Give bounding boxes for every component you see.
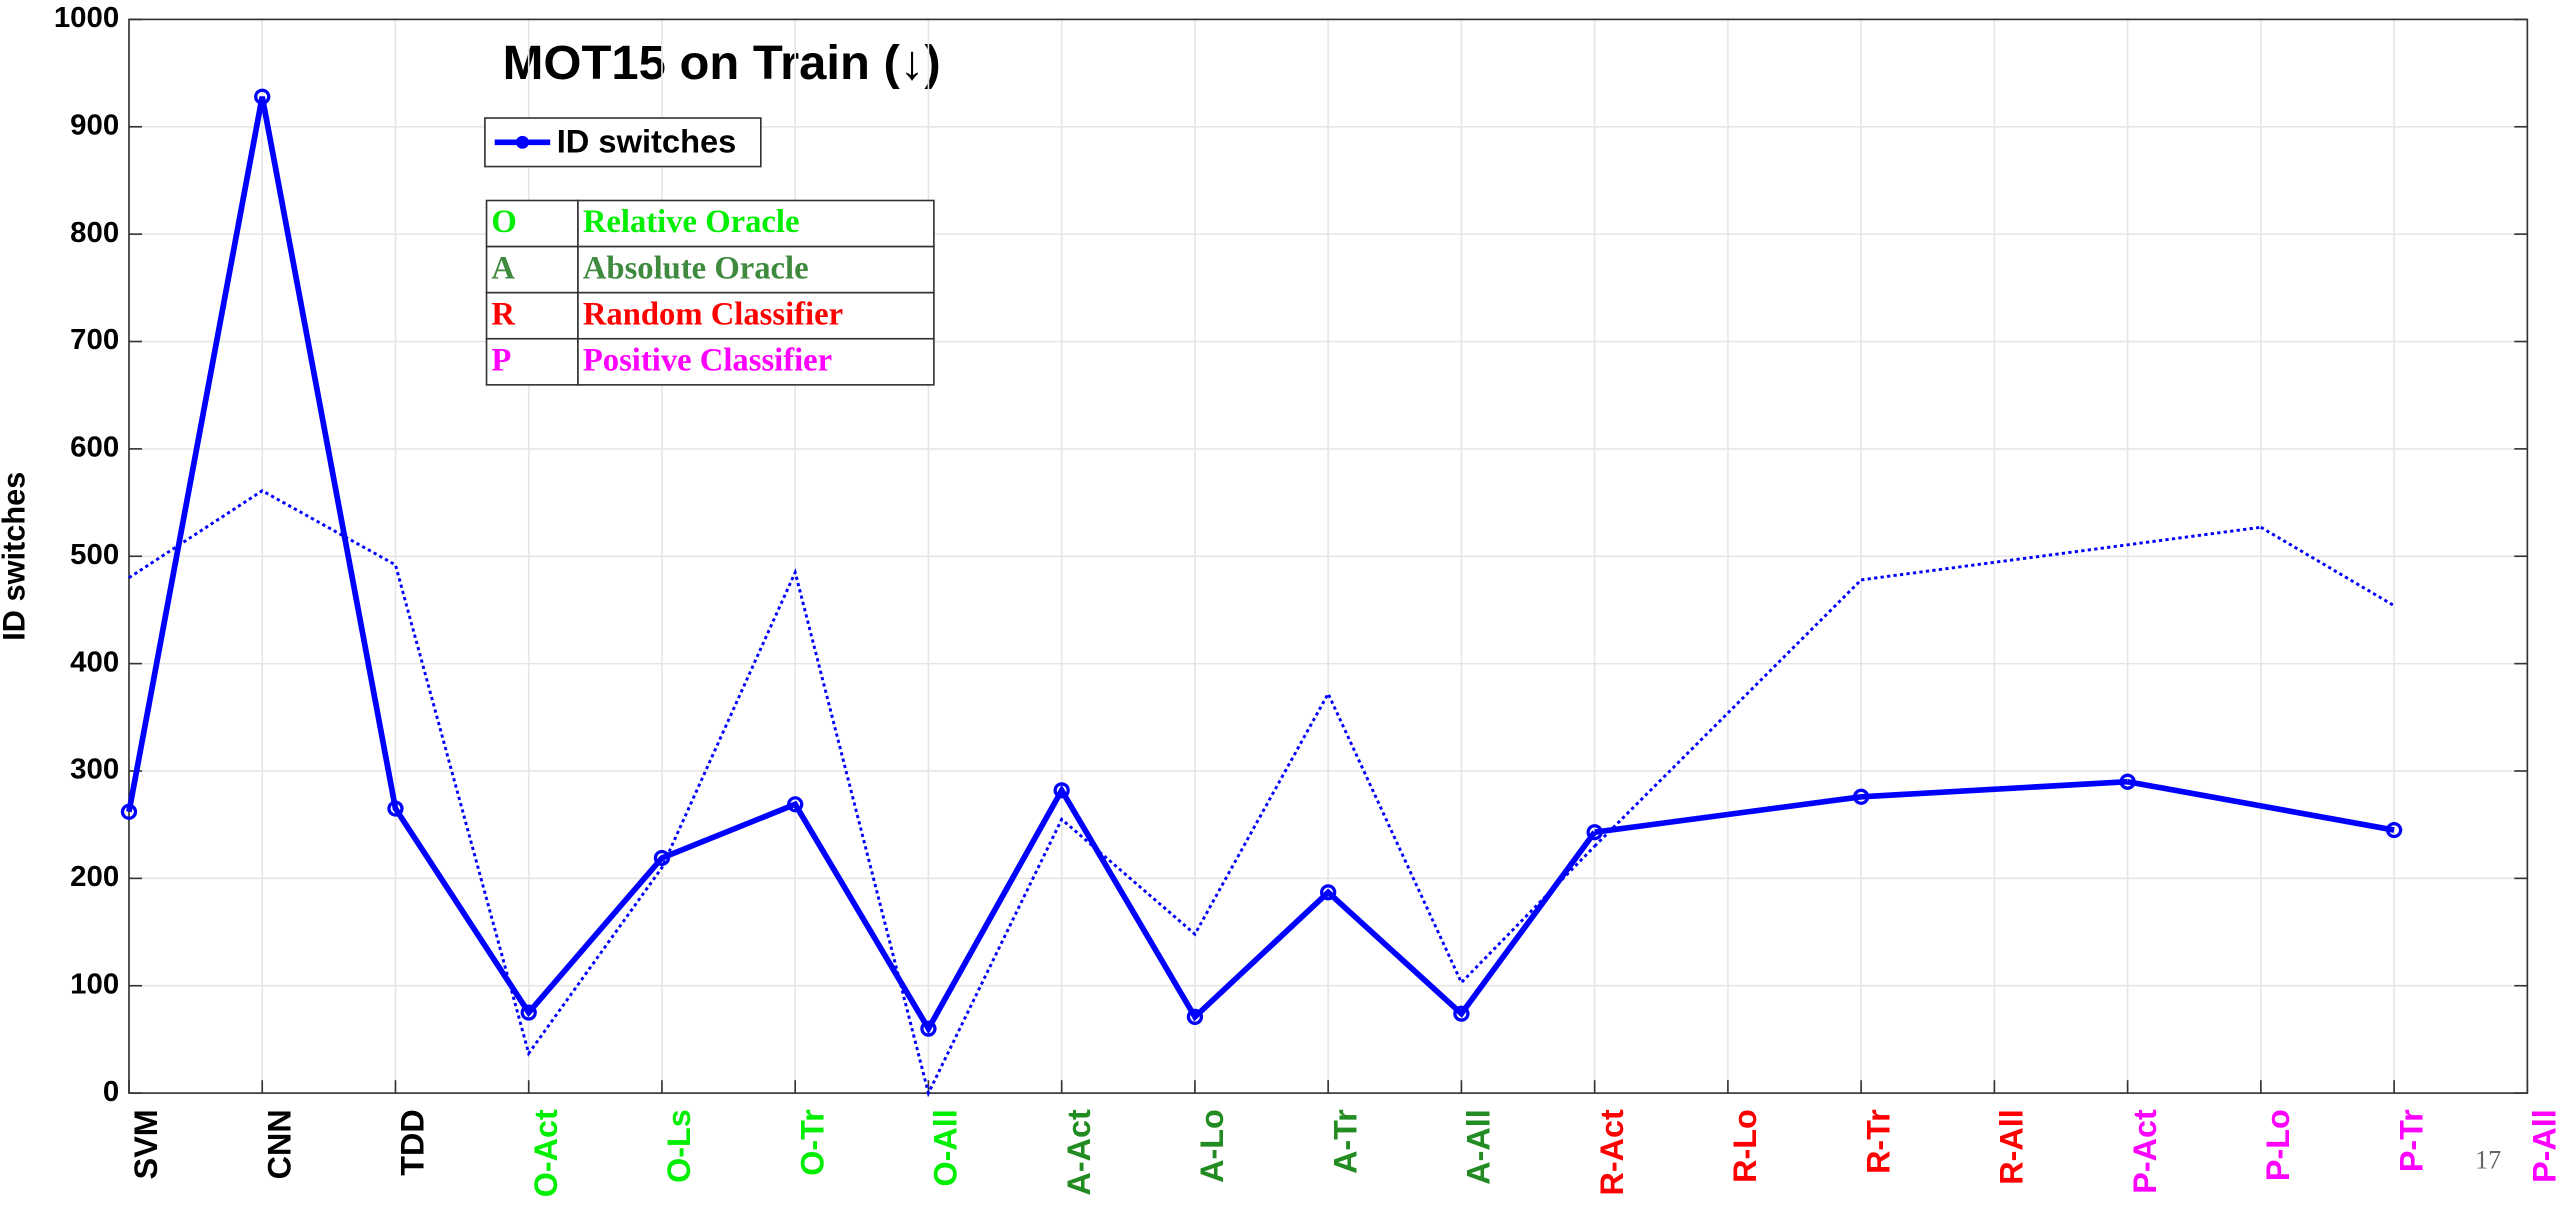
x-tick-label: TDD: [395, 1109, 431, 1175]
key-abbr: O: [491, 204, 516, 240]
legend: ID switches: [484, 117, 762, 168]
series-line-bridge: [2127, 778, 2395, 833]
point: [920, 1020, 937, 1037]
point: [2119, 773, 2136, 790]
series-line-bridge: [1860, 525, 2262, 582]
key-table: O Relative Oracle A Absolute Oracle R Random …: [485, 199, 935, 386]
x-tick-label: P-Act: [2127, 1109, 2163, 1194]
x-tick-label: P-Tr: [2393, 1109, 2429, 1172]
key-label: Relative Oracle: [583, 204, 800, 240]
key-label: Positive Classifier: [583, 343, 832, 379]
legend-label: ID switches: [557, 124, 737, 160]
x-tick-label: A-Lo: [1194, 1109, 1230, 1183]
x-tick-label: R-Tr: [1860, 1109, 1896, 1174]
y-tick-label: 300: [70, 754, 119, 786]
y-tick-label: 700: [70, 324, 119, 356]
y-axis-label: ID switches: [0, 472, 32, 641]
point: [254, 88, 271, 105]
point: [1453, 1005, 1470, 1022]
key-abbr: R: [491, 296, 515, 332]
point: [2385, 821, 2403, 839]
point: [387, 800, 404, 817]
x-tick-label: R-All: [1993, 1109, 2029, 1184]
x-tick-label: P-All: [2526, 1109, 2560, 1183]
y-tick-label: 200: [70, 861, 119, 893]
y-tick-label: 600: [70, 432, 119, 464]
key-cell: [577, 199, 935, 248]
x-tick-label: CNN: [261, 1109, 297, 1179]
y-tick-label: 900: [70, 110, 119, 142]
x-tick-label: O-Act: [528, 1109, 564, 1197]
y-tick-label: 400: [70, 646, 119, 678]
x-tick-label: A-Tr: [1327, 1109, 1363, 1174]
series-line-bridge: [1594, 793, 1862, 836]
point: [520, 1004, 537, 1021]
key-label: Absolute Oracle: [583, 250, 809, 286]
key-abbr: A: [491, 250, 515, 286]
page-number: 17: [2475, 1146, 2501, 1175]
point: [787, 796, 804, 813]
series-line-bridge: [1593, 578, 1863, 848]
series-line-bridge: [1860, 778, 2128, 800]
key-abbr: P: [491, 343, 511, 379]
chart-title: MOT15 on Train (↓): [503, 36, 941, 90]
y-tick-label: 800: [70, 217, 119, 249]
x-tick-label: SVM: [128, 1109, 164, 1179]
x-tick-label: A-Act: [1061, 1109, 1097, 1195]
key-cell: [485, 199, 579, 248]
series-line: [128, 489, 1596, 1098]
legend-marker: [515, 135, 529, 149]
key-cell: [577, 337, 935, 386]
point: [1053, 782, 1070, 799]
point: [1320, 884, 1337, 901]
x-tick-label: O-Ls: [661, 1109, 697, 1183]
x-tick-label: R-Lo: [1727, 1109, 1763, 1183]
key-label: Random Classifier: [583, 296, 843, 332]
y-tick-label: 0: [103, 1076, 119, 1108]
y-tick-label: 1000: [54, 2, 119, 34]
key-cell: [577, 291, 935, 340]
y-tick-label: 100: [70, 969, 119, 1001]
point: [1852, 788, 1870, 805]
point: [1586, 824, 1603, 841]
y-tick-label: 500: [70, 539, 119, 571]
key-cell: [485, 245, 579, 294]
x-tick-label: A-All: [1460, 1109, 1496, 1184]
series-line: [126, 96, 1597, 1035]
point: [1186, 1008, 1204, 1025]
x-tick-label: O-Tr: [794, 1109, 830, 1176]
x-tick-label: P-Lo: [2260, 1109, 2296, 1181]
x-tick-label: R-Act: [1594, 1109, 1630, 1195]
x-tick-label: O-All: [928, 1109, 964, 1186]
point: [653, 849, 671, 867]
point: [120, 803, 138, 820]
series-line: [2260, 526, 2395, 607]
